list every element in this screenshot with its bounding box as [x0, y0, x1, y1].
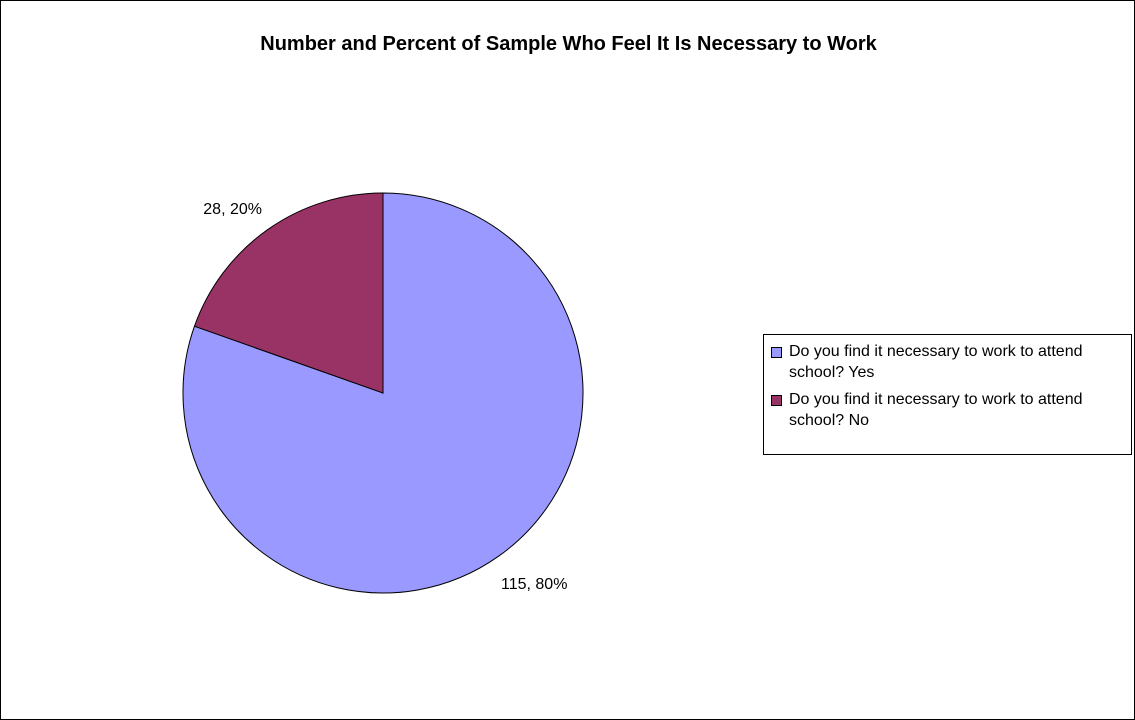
pie-data-labels: 115, 80% 28, 20%	[203, 201, 567, 593]
data-label-yes: 115, 80%	[501, 576, 567, 593]
legend-swatch-yes	[771, 347, 782, 358]
pie-chart: 115, 80% 28, 20%	[182, 192, 584, 594]
pie-slice-yes	[182, 192, 584, 594]
legend-swatch-no	[771, 395, 782, 406]
legend-label-yes: Do you find it necessary to work to atte…	[789, 343, 1083, 381]
data-label-no: 28, 20%	[203, 201, 262, 218]
chart-title: Number and Percent of Sample Who Feel It…	[260, 33, 877, 55]
legend: Do you find it necessary to work to atte…	[763, 334, 1132, 455]
legend-item-no: Do you find it necessary to work to atte…	[771, 389, 1131, 431]
legend-label-no: Do you find it necessary to work to atte…	[789, 391, 1083, 429]
pie-slices	[182, 192, 584, 594]
legend-item-yes: Do you find it necessary to work to atte…	[771, 341, 1131, 383]
pie-slice-no	[193, 192, 384, 394]
